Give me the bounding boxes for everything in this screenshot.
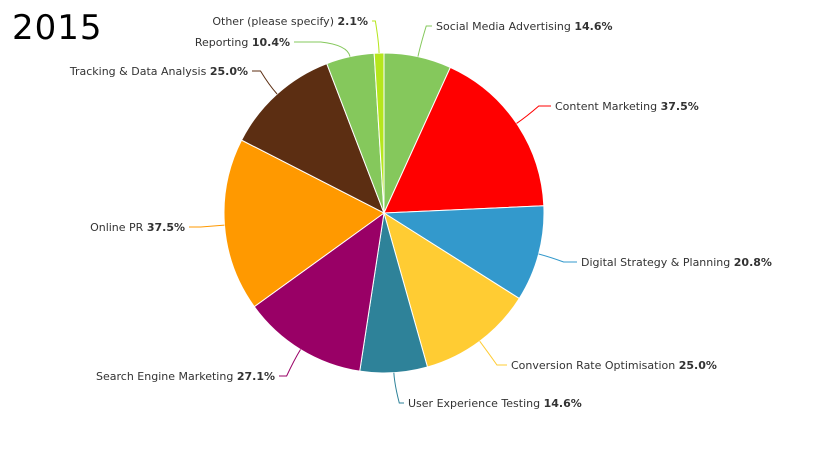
slice-label: Search Engine Marketing 27.1% [96,370,275,383]
slice-label: Digital Strategy & Planning 20.8% [581,256,772,269]
slice-name: Tracking & Data Analysis [69,65,210,78]
leader-line [538,253,577,263]
slice-name: Other (please specify) [212,15,337,28]
slice-name: User Experience Testing [408,397,544,410]
pie-slice[interactable] [253,211,385,372]
slice-value: 2.1% [337,15,368,28]
leader-line [417,25,432,57]
slice-value: 37.5% [147,221,185,234]
chart-title: 2015 [12,8,103,48]
slice-label: Other (please specify) 2.1% [212,15,368,28]
slice-label: Online PR 37.5% [90,221,185,234]
pie-slice[interactable] [383,66,545,214]
slice-label: Social Media Advertising 14.6% [436,20,613,33]
slice-label: Content Marketing 37.5% [555,100,699,113]
slice-name: Online PR [90,221,147,234]
slice-name: Reporting [195,36,252,49]
slice-value: 20.8% [734,256,772,269]
slice-label: Tracking & Data Analysis 25.0% [69,65,248,78]
leader-line [516,105,551,124]
slice-name: Conversion Rate Optimisation [511,359,679,372]
slice-value: 25.0% [210,65,248,78]
slice-label: Conversion Rate Optimisation 25.0% [511,359,717,372]
slice-label: User Experience Testing 14.6% [408,397,582,410]
leader-line [372,20,380,54]
leader-line [479,340,507,366]
slice-value: 27.1% [237,370,275,383]
slice-name: Content Marketing [555,100,661,113]
pie-slice[interactable] [223,139,385,308]
slice-value: 14.6% [544,397,582,410]
slice-name: Search Engine Marketing [96,370,237,383]
slice-name: Social Media Advertising [436,20,574,33]
slice-value: 14.6% [574,20,612,33]
slice-value: 25.0% [679,359,717,372]
leader-line [393,372,404,404]
leader-line [294,41,351,57]
slice-value: 10.4% [252,36,290,49]
slice-name: Digital Strategy & Planning [581,256,734,269]
slice-label: Reporting 10.4% [195,36,290,49]
leader-line [189,224,225,228]
pie-slice[interactable] [382,205,545,300]
leader-line [252,70,278,95]
leader-line [279,349,301,377]
slice-value: 37.5% [661,100,699,113]
